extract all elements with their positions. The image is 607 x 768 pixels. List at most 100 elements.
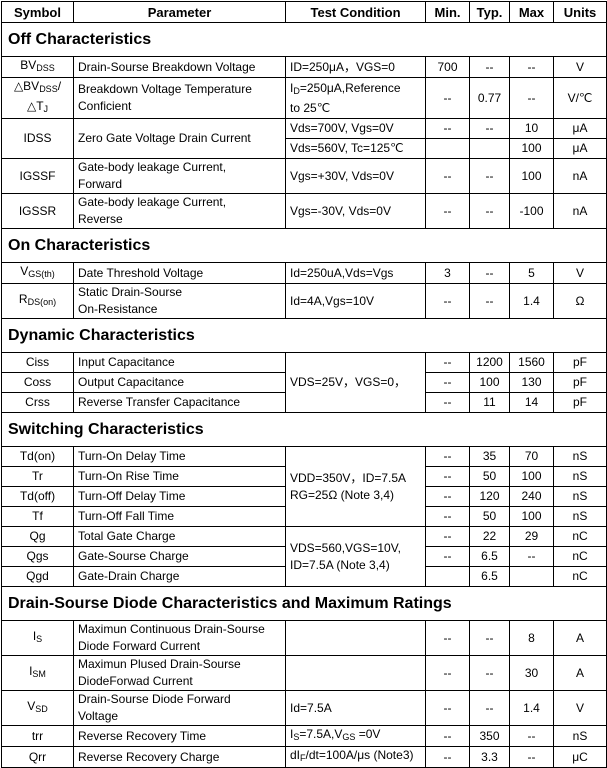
- cell: Id=250uA,Vds=Vgs: [285, 262, 426, 284]
- subscript: GS(th): [28, 269, 55, 279]
- cell: --: [469, 262, 510, 284]
- cell: Vgs=-30V, Vds=0V: [285, 193, 426, 229]
- cell: --: [425, 486, 470, 507]
- cell: --: [509, 56, 554, 78]
- cell: --: [425, 526, 470, 547]
- cell: 14: [509, 392, 554, 413]
- header-row: Symbol Parameter Test Condition Min. Typ. Max…: [1, 1, 607, 23]
- subscript: SM: [32, 669, 46, 679]
- section-title: Dynamic Characteristics: [1, 318, 607, 353]
- cell: --: [469, 283, 510, 319]
- cell: trr: [1, 725, 74, 747]
- text-run: V: [27, 699, 36, 713]
- cell: nS: [553, 725, 607, 747]
- cell: --: [469, 158, 510, 194]
- cell: Qgs: [1, 546, 74, 567]
- cell: 50: [469, 466, 510, 487]
- cell: --: [425, 506, 470, 527]
- cell: VDS=25V，VGS=0，: [285, 352, 426, 413]
- cell: 3: [425, 262, 470, 284]
- data-row: Qgs Gate-Sourse Charge -- 6.5 -- nC: [1, 546, 607, 567]
- cell: Turn-Off Fall Time: [73, 506, 286, 527]
- cell: Turn-Off Delay Time: [73, 486, 286, 507]
- cell: IDSS: [1, 118, 74, 159]
- subscript: SD: [35, 704, 48, 714]
- subscript: S: [293, 732, 300, 742]
- cell: --: [425, 392, 470, 413]
- cell: △BVDSS/△TJ: [1, 77, 74, 119]
- cell: [469, 138, 510, 159]
- cell: Gate-Sourse Charge: [73, 546, 286, 567]
- data-row: RDS(on) Static Drain-Sourse On-Resistance…: [1, 283, 607, 319]
- data-row: BVDSS Drain-Sourse Breakdown Voltage ID=25…: [1, 56, 607, 78]
- column-header: Symbol: [1, 1, 74, 23]
- cell: Id=4A,Vgs=10V: [285, 283, 426, 319]
- cell: --: [469, 620, 510, 656]
- text-run: /dt=100A/μs (Note3): [305, 748, 414, 762]
- column-header: Typ.: [469, 1, 510, 23]
- cell: Reverse Recovery Time: [73, 725, 286, 747]
- subscript: DSS: [39, 84, 58, 94]
- cell: nS: [553, 446, 607, 467]
- cell: --: [425, 352, 470, 373]
- data-row: Qgd Gate-Drain Charge 6.5 nC: [1, 566, 607, 587]
- text-run: R: [18, 292, 28, 306]
- cell: Td(off): [1, 486, 74, 507]
- cell: --: [469, 118, 510, 139]
- cell: 35: [469, 446, 510, 467]
- cell: 700: [425, 56, 470, 78]
- cell: 100: [509, 138, 554, 159]
- column-header: Parameter: [73, 1, 286, 23]
- section-row: Dynamic Characteristics: [1, 318, 607, 353]
- data-row: Qg Total Gate Charge VDS=560,VGS=10V, ID=7…: [1, 526, 607, 587]
- cell: IGSSR: [1, 193, 74, 229]
- cell: --: [425, 446, 470, 467]
- cell: 100: [509, 158, 554, 194]
- cell: 6.5: [469, 546, 510, 567]
- cell: A: [553, 620, 607, 656]
- cell: nC: [553, 566, 607, 587]
- cell: Id=7.5A: [285, 690, 426, 726]
- text-run: I: [290, 80, 294, 95]
- data-row: VSD Drain-Sourse Diode Forward Voltage Id=…: [1, 690, 607, 726]
- cell: 6.5: [469, 566, 510, 587]
- cell: Total Gate Charge: [73, 526, 286, 547]
- data-row: IGSSR Gate-body leakage Current, Reverse V…: [1, 193, 607, 229]
- cell: V: [553, 262, 607, 284]
- section-title: Off Characteristics: [1, 22, 607, 57]
- data-row: Td(on) Turn-On Delay Time VDD=350V，ID=7.5A…: [1, 446, 607, 527]
- cell: Gate-Drain Charge: [73, 566, 286, 587]
- cell: Reverse Transfer Capacitance: [73, 392, 286, 413]
- text-run: BV: [20, 58, 37, 72]
- cell: μA: [553, 138, 607, 159]
- cell: V/℃: [553, 77, 607, 119]
- cell: 100: [469, 372, 510, 393]
- cell: Vgs=+30V, Vds=0V: [285, 158, 426, 194]
- data-row: △BVDSS/△TJ Breakdown Voltage Temperature …: [1, 77, 607, 119]
- cell: IS=7.5A,VGS =0V: [285, 725, 426, 747]
- cell: nC: [553, 546, 607, 567]
- subscript: DSS: [36, 63, 55, 73]
- cell: --: [425, 466, 470, 487]
- cell: Vds=700V, Vgs=0V: [285, 118, 426, 139]
- data-row: Ciss Input Capacitance VDS=25V，VGS=0， -- 120…: [1, 352, 607, 413]
- cell: Tr: [1, 466, 74, 487]
- cell: 1560: [509, 352, 554, 373]
- cell: Drain-Sourse Diode Forward Voltage: [73, 690, 286, 726]
- cell: Maximun Plused Drain-Sourse DiodeForwad …: [73, 655, 286, 691]
- subscript: J: [43, 104, 49, 114]
- cell: Turn-On Delay Time: [73, 446, 286, 467]
- cell: 0.77: [469, 77, 510, 119]
- cell: --: [509, 725, 554, 747]
- data-row: VGS(th) Date Threshold Voltage Id=250uA,Vd…: [1, 262, 607, 284]
- cell: 120: [469, 486, 510, 507]
- column-header: Test Condition: [285, 1, 426, 23]
- text-run: V: [20, 264, 29, 278]
- cell: 1.4: [509, 690, 554, 726]
- subscript: GS: [342, 732, 356, 742]
- cell: Ω: [553, 283, 607, 319]
- cell: 10: [509, 118, 554, 139]
- text-run: I: [32, 629, 37, 643]
- cell: nS: [553, 466, 607, 487]
